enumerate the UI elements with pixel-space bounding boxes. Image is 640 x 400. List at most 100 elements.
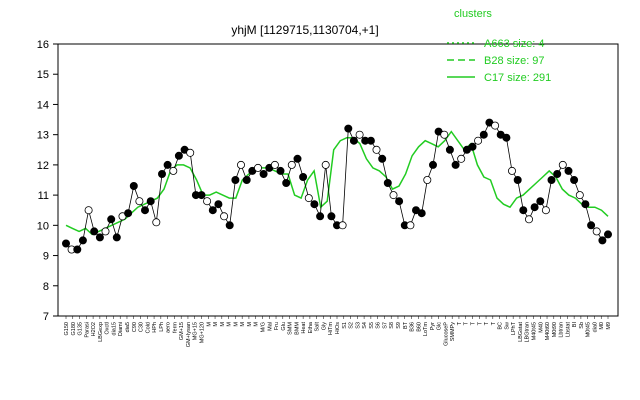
x-tick-label: G180 [71, 322, 77, 335]
data-point [242, 175, 251, 184]
x-tick-label: Oxctl [105, 322, 111, 335]
data-point [445, 145, 454, 154]
data-point [581, 200, 590, 209]
x-tick-label: MG+120 [200, 322, 206, 343]
data-point [338, 221, 347, 230]
cluster-c17-line [65, 130, 609, 236]
x-tick-label: T [484, 321, 490, 325]
data-point [327, 212, 336, 221]
data-point [214, 200, 223, 209]
data-point [417, 209, 426, 218]
x-tick-label: HPh [152, 322, 158, 333]
x-axis: G150 G180 G135 Parasi H2O2 LBGexp Oxctl dia15 Di… [64, 316, 612, 347]
data-point [519, 206, 528, 215]
x-tick-label: S6 [376, 322, 382, 329]
data-point [129, 181, 138, 190]
x-tick-label: BC [498, 322, 504, 330]
data-point [282, 178, 291, 187]
x-tick-label: M9 [606, 322, 612, 330]
data-point [395, 197, 404, 206]
x-tick-label: aero [166, 322, 172, 333]
data-point [406, 221, 415, 230]
data-point [553, 169, 562, 178]
x-tick-label: HiTm [328, 322, 334, 336]
data-point [140, 206, 149, 215]
y-tick-label: 7 [43, 311, 49, 323]
data-point [236, 160, 245, 169]
x-tick-label: S9 [396, 322, 402, 329]
x-tick-label: Lbtran [559, 322, 565, 338]
x-tick-label: M0 [599, 322, 605, 330]
x-tick-label: M40t45 [531, 322, 537, 340]
data-point [468, 142, 477, 151]
data-point [203, 197, 212, 206]
legend: clusters A663 size: 4 B28 size: 97 C17 siz… [447, 8, 551, 84]
data-point [287, 160, 296, 169]
data-point [378, 154, 387, 163]
data-point [259, 169, 268, 178]
series-line [65, 122, 609, 250]
y-tick-label: 9 [43, 251, 49, 263]
data-point [428, 160, 437, 169]
data-point [225, 221, 234, 230]
x-tick-label: Gly [321, 322, 327, 331]
data-point [152, 218, 161, 227]
x-tick-label: H2O2 [91, 322, 97, 336]
data-point [321, 160, 330, 169]
data-point [163, 160, 172, 169]
data-point [135, 197, 144, 206]
x-tick-label: M [220, 322, 226, 327]
data-point [62, 239, 71, 248]
plot-frame [57, 43, 619, 317]
data-point [575, 191, 584, 200]
data-point [372, 145, 381, 154]
x-tick-label: S3 [355, 322, 361, 329]
data-point [502, 133, 511, 142]
x-tick-label: T [464, 321, 470, 325]
x-tick-label: BI [572, 322, 578, 328]
x-tick-label: LBGexp [98, 322, 104, 342]
x-tick-label: GM+15 [179, 322, 185, 340]
x-tick-label: B60 [416, 322, 422, 332]
data-point [440, 130, 449, 139]
data-point [276, 166, 285, 175]
data-point [491, 121, 500, 130]
y-tick-label: 13 [37, 130, 49, 142]
data-point [349, 136, 358, 145]
x-tick-label: S5 [369, 322, 375, 329]
x-tick-label: S2 [349, 322, 355, 329]
data-point [536, 197, 545, 206]
x-tick-label: M0t90 [552, 322, 558, 337]
x-tick-label: S8 [389, 322, 395, 329]
x-tick-label: LPhT [511, 321, 517, 335]
x-tick-label: M [206, 322, 212, 327]
y-tick-label: 12 [37, 160, 49, 172]
data-point [112, 233, 121, 242]
x-tick-label: Parasi [84, 322, 90, 338]
data-point [366, 136, 375, 145]
x-tick-label: Sw [504, 322, 510, 330]
x-tick-label: Diami [118, 322, 124, 336]
x-tick-label: C90 [132, 322, 138, 332]
x-tick-label: M [254, 322, 260, 327]
data-point [525, 215, 534, 224]
data-point [293, 154, 302, 163]
x-tick-label: BT [403, 321, 409, 329]
legend-label: C17 size: 291 [484, 72, 551, 84]
data-point [95, 233, 104, 242]
data-point [208, 206, 217, 215]
data-point [592, 227, 601, 236]
x-tick-label: M [247, 322, 253, 327]
data-point [78, 236, 87, 245]
data-point [124, 209, 133, 218]
x-tick-label: S1 [342, 322, 348, 329]
data-point [598, 236, 607, 245]
data-point [530, 203, 539, 212]
x-tick-label: SMMPy [450, 322, 456, 342]
legend-title: clusters [454, 8, 492, 20]
x-tick-label: LBGstat [518, 322, 524, 342]
y-tick-label: 16 [37, 39, 49, 51]
data-point [299, 172, 308, 181]
data-point [344, 124, 353, 133]
